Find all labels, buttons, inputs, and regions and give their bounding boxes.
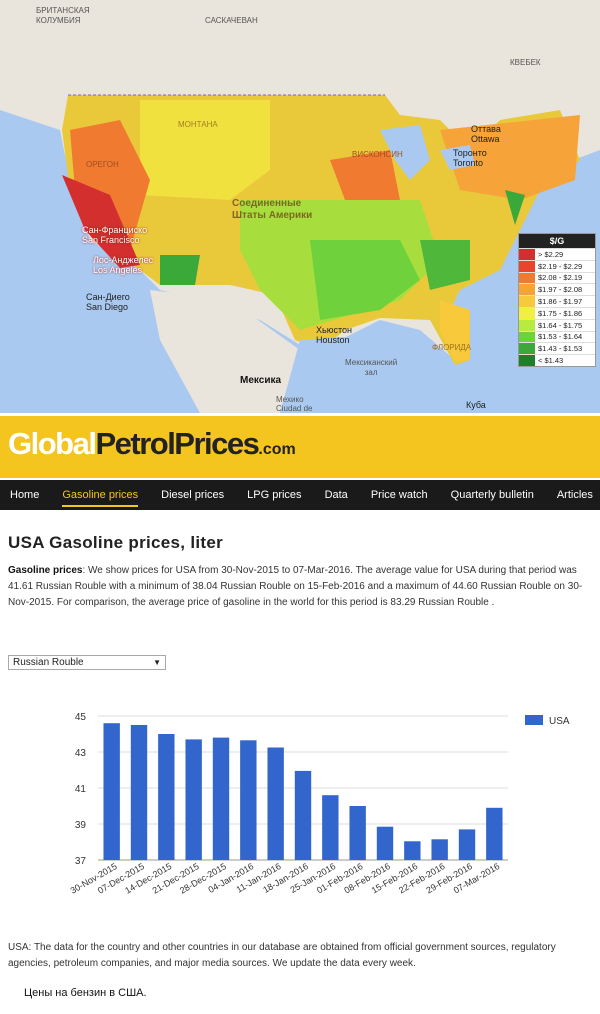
y-tick-label: 37: [75, 856, 87, 867]
map-label-sask: САСКАЧЕВАН: [205, 16, 258, 25]
nav-item-articles[interactable]: Articles: [556, 489, 593, 501]
legend-label: $2.19 - $2.29: [538, 261, 583, 271]
bar-29-Feb-2016: [458, 829, 476, 860]
map-label-la: Лос-Анджелес Los Angeles: [93, 255, 154, 275]
y-tick-label: 41: [75, 784, 87, 795]
bar-01-Feb-2016: [349, 806, 366, 860]
legend-label: $2.08 - $2.19: [538, 273, 583, 283]
legend-swatch: [519, 249, 535, 260]
data-source-note: USA: The data for the country and other …: [8, 942, 556, 969]
intro-body: : We show prices for USA from 30-Nov-201…: [8, 565, 583, 608]
legend-row: $1.86 - $1.97: [519, 295, 595, 307]
bar-21-Dec-2015: [185, 739, 202, 860]
map-label-usa: Соединенные Штаты Америки: [232, 198, 313, 221]
map-label-wisconsin: ВИСКОНСИН: [352, 150, 403, 159]
bar-11-Jan-2016: [267, 747, 284, 860]
price-chart: 373941434530-Nov-201507-Dec-201514-Dec-2…: [69, 712, 570, 896]
map-label-gulf: Мексиканский зал: [345, 358, 398, 377]
map-label-quebec: КВЕБЕК: [510, 58, 541, 67]
map-label-bc: БРИТАНСКАЯ КОЛУМБИЯ: [36, 6, 90, 25]
y-tick-label: 39: [75, 820, 87, 831]
intro-text: Gasoline prices: We show prices for USA …: [8, 563, 593, 611]
map-label-mexcity: Мехико Ciudad de: [276, 395, 313, 413]
price-map[interactable]: БРИТАНСКАЯ КОЛУМБИЯ САСКАЧЕВАН КВЕБЕК МО…: [0, 0, 600, 413]
currency-value: Russian Rouble: [13, 657, 84, 668]
nav-item-lpg-prices[interactable]: LPG prices: [247, 489, 302, 501]
bar-30-Nov-2015: [103, 723, 120, 860]
map-label-houston: Хьюстон Houston: [316, 325, 352, 345]
legend-title: $/G: [519, 234, 595, 248]
bar-14-Dec-2015: [158, 734, 175, 860]
map-label-sd: Сан-Диего San Diego: [86, 292, 130, 312]
logo-petrol: PetrolPrices: [95, 426, 259, 461]
site-logo[interactable]: GlobalPetrolPrices.com: [8, 426, 296, 462]
nav-item-data[interactable]: Data: [324, 489, 348, 501]
bar-04-Jan-2016: [240, 740, 257, 860]
legend-swatch: [519, 307, 535, 319]
legend-label: $1.75 - $1.86: [538, 308, 583, 318]
legend-row: $2.19 - $2.29: [519, 259, 595, 272]
currency-select[interactable]: Russian Rouble ▼: [8, 655, 166, 670]
map-label-toronto: Торонто Toronto: [453, 148, 487, 168]
bar-25-Jan-2016: [322, 795, 339, 860]
nav-item-diesel-prices[interactable]: Diesel prices: [161, 489, 225, 501]
logo-bar: GlobalPetrolPrices.com: [0, 416, 600, 478]
legend-label: $1.53 - $1.64: [538, 332, 583, 342]
main-nav: Home Gasoline prices Diesel prices LPG pric…: [0, 480, 600, 510]
legend-row: $1.64 - $1.75: [519, 318, 595, 331]
image-caption: Цены на бензин в США.: [24, 987, 147, 999]
bar-08-Feb-2016: [376, 826, 394, 860]
y-tick-label: 43: [75, 748, 87, 759]
logo-global: Global: [8, 426, 97, 461]
bar-07-Dec-2015: [130, 725, 148, 860]
bar-28-Dec-2015: [212, 737, 230, 860]
legend-row: < $1.43: [519, 354, 595, 366]
nav-item-gasoline-prices[interactable]: Gasoline prices: [62, 480, 138, 510]
map-label-oregon: ОРЕГОН: [86, 160, 119, 169]
map-label-sf: Сан-Франциско San Francisco: [82, 225, 148, 245]
logo-com: .com: [258, 441, 296, 458]
legend-swatch: [519, 260, 535, 272]
chart-legend-swatch: [525, 715, 543, 725]
legend-swatch: [519, 343, 535, 355]
nav-item-quarterly-bulletin[interactable]: Quarterly bulletin: [450, 489, 534, 501]
legend-row: $1.97 - $2.08: [519, 283, 595, 296]
legend-label: > $2.29: [538, 249, 564, 259]
legend-label: $1.97 - $2.08: [538, 285, 583, 295]
legend-label: $1.86 - $1.97: [538, 297, 583, 307]
nav-item-home[interactable]: Home: [10, 489, 40, 501]
page-title: USA Gasoline prices, liter: [8, 533, 224, 552]
bar-18-Jan-2016: [294, 770, 312, 860]
legend-swatch: [519, 272, 535, 284]
legend-swatch: [519, 355, 535, 366]
nav-item-price-watch[interactable]: Price watch: [370, 489, 428, 501]
map-legend: $/G > $2.29 $2.19 - $2.29 $2.08 - $2.19 $1.…: [518, 233, 596, 367]
legend-label: $1.64 - $1.75: [538, 320, 583, 330]
legend-row: $1.53 - $1.64: [519, 330, 595, 343]
legend-swatch: [519, 319, 535, 331]
map-label-florida: ФЛОРИДА: [432, 343, 472, 352]
legend-swatch: [519, 331, 535, 343]
legend-label: < $1.43: [538, 356, 564, 366]
map-label-ottawa: Оттава Ottawa: [471, 124, 501, 144]
map-label-montana: МОНТАНА: [178, 120, 218, 129]
bar-22-Feb-2016: [431, 839, 448, 860]
legend-row: $1.43 - $1.53: [519, 342, 595, 355]
legend-swatch: [519, 296, 535, 307]
y-tick-label: 45: [75, 712, 87, 723]
legend-row: $2.08 - $2.19: [519, 271, 595, 284]
map-canvas: [0, 0, 600, 413]
chevron-down-icon: ▼: [153, 658, 161, 667]
intro-bold: Gasoline prices: [8, 565, 83, 576]
bar-07-Mar-2016: [486, 807, 503, 860]
chart-legend-label: USA: [549, 716, 570, 727]
legend-row: > $2.29: [519, 248, 595, 260]
bar-15-Feb-2016: [404, 841, 421, 860]
legend-swatch: [519, 284, 535, 296]
legend-label: $1.43 - $1.53: [538, 344, 583, 354]
map-label-cuba: Куба: [466, 400, 486, 410]
map-label-mexico: Мексика: [240, 375, 282, 386]
legend-row: $1.75 - $1.86: [519, 306, 595, 319]
